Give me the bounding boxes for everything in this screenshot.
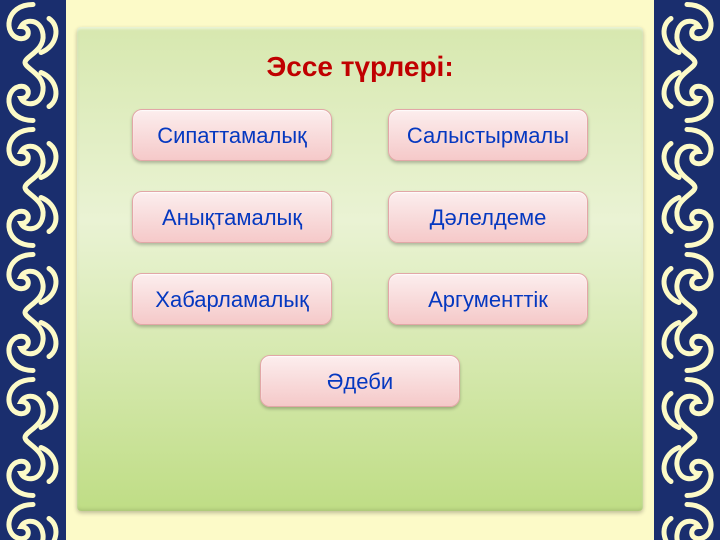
ornament-left xyxy=(0,0,66,540)
btn-argumentative[interactable]: Аргументтік xyxy=(388,273,588,325)
row-1: Сипаттамалық Салыстырмалы xyxy=(132,109,588,161)
btn-comparative[interactable]: Салыстырмалы xyxy=(388,109,588,161)
row-2: Анықтамалық Дәлелдеме xyxy=(132,191,588,243)
row-4: Әдеби xyxy=(260,355,460,407)
row-3: Хабарламалық Аргументтік xyxy=(132,273,588,325)
btn-definitional[interactable]: Анықтамалық xyxy=(132,191,332,243)
btn-informational[interactable]: Хабарламалық xyxy=(132,273,332,325)
btn-literary[interactable]: Әдеби xyxy=(260,355,460,407)
content-panel: Эссе түрлері: Сипаттамалық Салыстырмалы … xyxy=(77,27,643,511)
btn-evidential[interactable]: Дәлелдеме xyxy=(388,191,588,243)
ornament-right xyxy=(654,0,720,540)
page-title: Эссе түрлері: xyxy=(77,51,643,83)
button-rows: Сипаттамалық Салыстырмалы Анықтамалық Дә… xyxy=(77,109,643,407)
btn-descriptive[interactable]: Сипаттамалық xyxy=(132,109,332,161)
